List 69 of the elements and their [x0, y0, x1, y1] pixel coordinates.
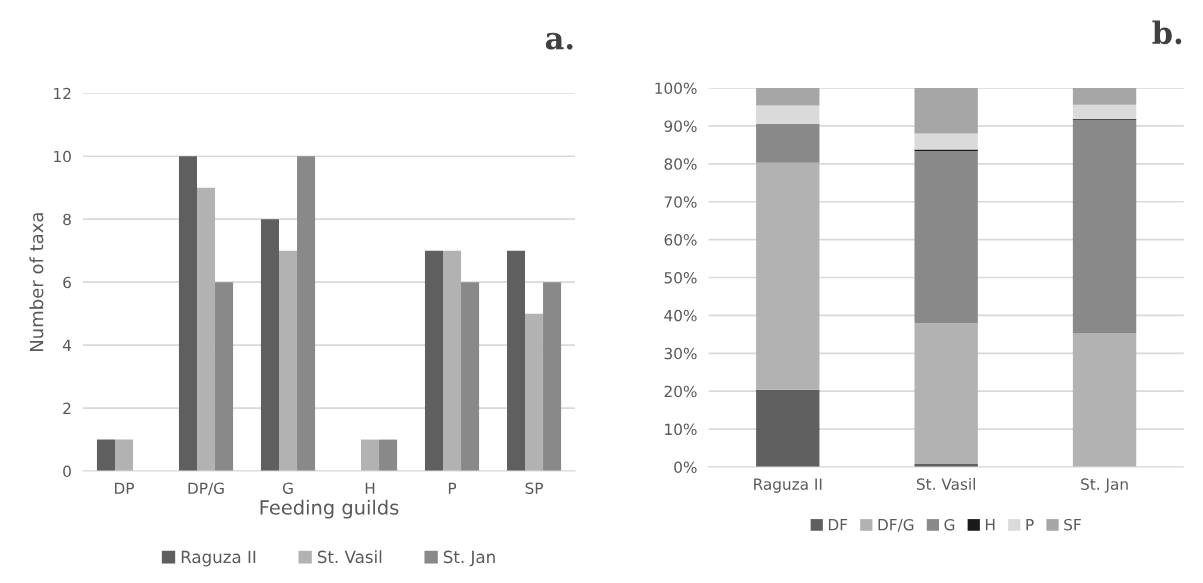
bar	[525, 313, 544, 472]
x-tick-label: H	[365, 482, 375, 494]
legend-label: St. Vasil	[317, 550, 382, 564]
legend-label: DF	[828, 519, 848, 531]
bar	[1072, 333, 1137, 467]
y-tick-label: 100%	[655, 82, 697, 95]
y-tick-label: 0	[63, 465, 71, 478]
y-tick-label: 20%	[664, 385, 697, 398]
bar	[279, 250, 298, 472]
bar	[260, 219, 279, 472]
y-tick-label: 10	[54, 150, 71, 163]
x-tick-label: St. Jan	[1081, 478, 1128, 493]
bar	[215, 282, 234, 472]
x-tick-label: DP	[115, 482, 134, 494]
bar	[1072, 88, 1137, 105]
bar	[178, 156, 197, 472]
bar	[297, 156, 316, 472]
bar	[506, 250, 526, 472]
bar	[756, 105, 820, 124]
bar	[379, 439, 398, 472]
y-tick-label: 10%	[665, 423, 697, 436]
y-tick-label: 90%	[664, 120, 697, 132]
legend-label: St. Jan	[443, 550, 495, 567]
legend-label: DF/G	[878, 518, 914, 532]
y-tick-label: 4	[62, 339, 72, 351]
bar	[361, 439, 380, 472]
bar	[196, 187, 216, 472]
legend-label: Raguza II	[181, 550, 256, 567]
bar	[543, 282, 562, 472]
bar	[914, 323, 978, 464]
bar	[756, 389, 820, 467]
bar	[96, 439, 115, 472]
y-tick-label: 40%	[664, 309, 697, 322]
legend-label: G	[944, 518, 955, 531]
bar	[756, 88, 820, 106]
y-tick-label: 70%	[664, 196, 697, 208]
bar	[756, 162, 820, 390]
bar	[756, 123, 820, 163]
y-tick-label: 8	[63, 213, 71, 226]
y-axis-title: Number of taxa	[29, 213, 44, 352]
x-tick-label: Raguza II	[754, 478, 822, 493]
bar	[914, 150, 978, 324]
x-tick-label: G	[282, 482, 293, 494]
legend-label: H	[985, 519, 995, 531]
y-tick-label: 6	[63, 276, 71, 289]
x-tick-label: SP	[525, 482, 543, 494]
bar	[114, 439, 134, 472]
x-axis-title: Feeding guilds	[260, 499, 399, 519]
bar	[424, 250, 444, 472]
text: b.	[1152, 20, 1182, 45]
y-tick-label: 50%	[664, 271, 697, 284]
legend-label: P	[1026, 519, 1034, 531]
bar	[1072, 119, 1137, 334]
text: a.	[545, 32, 573, 50]
y-tick-label: 30%	[664, 347, 697, 360]
bar	[914, 133, 978, 150]
y-tick-label: 60%	[664, 234, 697, 246]
y-tick-label: 12	[54, 87, 71, 100]
y-tick-label: 80%	[664, 158, 697, 170]
y-tick-label: 0%	[674, 461, 697, 473]
bar	[443, 250, 462, 472]
x-tick-label: DP/G	[188, 482, 224, 496]
x-tick-label: St. Vasil	[916, 478, 975, 490]
x-tick-label: P	[448, 482, 457, 494]
y-tick-label: 2	[63, 402, 71, 414]
bar	[914, 88, 978, 134]
legend-label: SF	[1064, 518, 1081, 531]
bar	[461, 282, 480, 472]
bar	[1072, 104, 1137, 120]
